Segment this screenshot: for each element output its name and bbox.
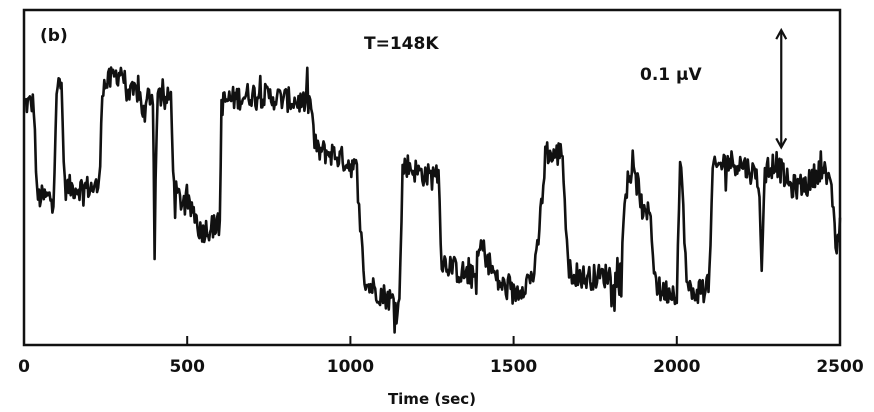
- chart-title: T=148K: [364, 34, 439, 54]
- x-tick-label: 1000: [327, 357, 374, 377]
- scale-bar-label: 0.1 μV: [640, 65, 703, 85]
- x-tick-label: 0: [18, 357, 30, 377]
- x-tick-label: 2500: [816, 357, 863, 377]
- panel-label: (b): [40, 26, 68, 46]
- x-tick-label: 2000: [653, 357, 700, 377]
- x-axis-ticks: [23, 336, 841, 345]
- x-axis-title: Time (sec): [388, 390, 476, 408]
- plot-frame: [22, 8, 842, 347]
- x-axis-tick-labels: 0 500 1000 1500 2000 2500: [18, 357, 864, 377]
- voltage-trace-line: [23, 66, 842, 334]
- scale-bar: [775, 27, 788, 150]
- scale-bar-arrow-top: [775, 27, 788, 40]
- scale-bar-arrow-bottom: [775, 137, 788, 150]
- x-tick-label: 500: [169, 357, 205, 377]
- x-tick-label: 1500: [490, 357, 537, 377]
